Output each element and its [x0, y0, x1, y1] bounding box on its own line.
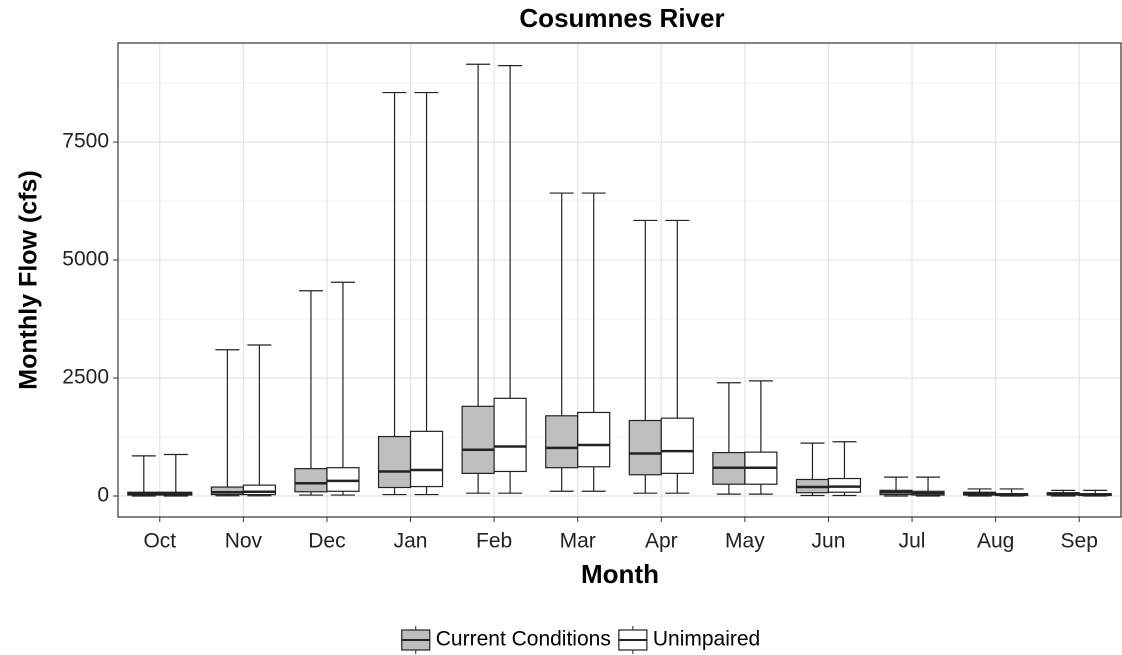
y-tick-label: 0 [97, 484, 109, 507]
box [493, 397, 527, 473]
plot-background [118, 43, 1121, 517]
x-tick-label: Apr [645, 530, 678, 553]
y-tick-label: 5000 [62, 248, 109, 271]
x-tick-label: Jul [899, 530, 926, 553]
box [545, 415, 579, 469]
x-tick-label: Feb [476, 530, 512, 553]
chart-title: Cosumnes River [519, 3, 724, 33]
x-tick-label: Sep [1061, 530, 1098, 553]
legend-label: Unimpaired [653, 628, 760, 651]
x-tick-label: Jun [812, 530, 846, 553]
x-tick-label: Oct [143, 530, 176, 553]
box [660, 417, 694, 474]
x-tick-label: Aug [977, 530, 1014, 553]
plot-border [117, 42, 1122, 518]
box [326, 467, 360, 492]
box [628, 419, 662, 476]
x-tick-label: Nov [225, 530, 263, 553]
box [409, 430, 444, 488]
legend-label: Current Conditions [436, 628, 611, 651]
x-tick-label: Dec [308, 530, 345, 553]
x-axis-label: Month [581, 559, 659, 589]
x-tick-label: Jan [394, 530, 428, 553]
x-tick-label: Mar [560, 530, 596, 553]
box [377, 435, 412, 489]
box [294, 468, 328, 493]
y-axis-label: Monthly Flow (cfs) [15, 170, 43, 389]
y-tick-label: 7500 [62, 130, 109, 153]
x-tick-label: May [725, 530, 765, 553]
y-tick-label: 2500 [62, 366, 109, 389]
box [242, 484, 276, 496]
box [461, 405, 495, 474]
box [577, 411, 611, 468]
